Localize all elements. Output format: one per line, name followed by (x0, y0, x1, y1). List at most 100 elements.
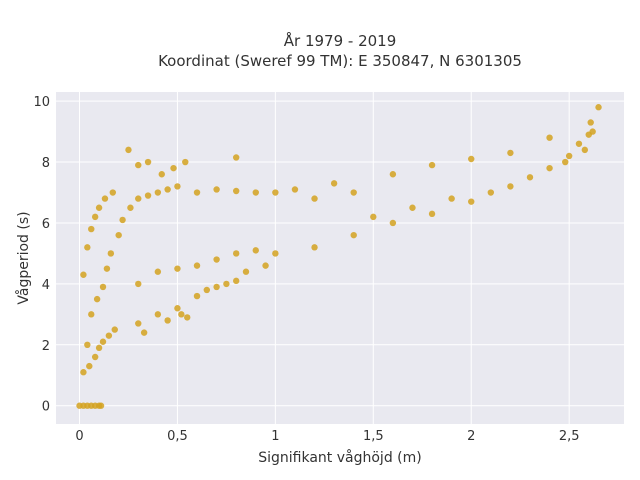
data-point (252, 247, 259, 254)
y-tick-label: 10 (33, 95, 50, 110)
data-point (93, 295, 101, 303)
chart-title-line-1: År 1979 - 2019 (284, 31, 397, 50)
data-point (154, 311, 162, 318)
data-point (575, 140, 583, 147)
data-point (115, 231, 122, 239)
data-point (562, 158, 569, 166)
data-point (154, 189, 162, 196)
chart-title-line-2: Koordinat (Sweref 99 TM): E 350847, N 63… (158, 52, 522, 70)
data-point (127, 204, 134, 211)
data-point (91, 213, 99, 221)
x-tick-label: 1,5 (363, 429, 384, 444)
data-point (587, 119, 594, 126)
data-point (232, 187, 240, 195)
data-point (311, 244, 318, 251)
data-point (135, 195, 142, 202)
y-tick-label: 0 (42, 400, 50, 415)
y-axis-title: Vågperiod (s) (15, 211, 32, 304)
data-point (99, 283, 107, 291)
data-point (370, 213, 377, 221)
data-point (232, 154, 240, 161)
data-point (350, 231, 357, 239)
data-point (91, 353, 99, 361)
data-point (448, 195, 455, 202)
data-point (99, 338, 107, 345)
data-point (80, 369, 87, 376)
data-point (135, 161, 142, 169)
data-point (291, 186, 299, 193)
data-point (468, 155, 475, 163)
data-point (174, 305, 181, 312)
data-points (76, 104, 602, 409)
x-axis-ticks: 0 0,5 1 1,5 2 2,5 (75, 429, 579, 444)
data-point (589, 128, 596, 135)
data-point (272, 250, 279, 257)
data-point (389, 171, 397, 178)
data-point (546, 134, 553, 141)
data-point (135, 280, 142, 288)
data-point (80, 271, 87, 278)
x-tick-label: 2,5 (559, 429, 580, 444)
data-point (88, 225, 95, 233)
data-point (350, 189, 357, 196)
data-point (144, 158, 152, 166)
data-point (119, 216, 126, 224)
data-point (109, 189, 117, 196)
data-point (184, 314, 191, 321)
data-point (487, 189, 495, 196)
y-tick-label: 4 (42, 278, 50, 293)
x-tick-label: 2 (467, 429, 475, 444)
data-point (546, 164, 553, 172)
data-point (232, 250, 240, 257)
y-axis-ticks: 0 2 4 6 8 10 (33, 95, 50, 415)
data-point (84, 341, 91, 349)
data-point (182, 158, 189, 166)
data-point (213, 186, 220, 193)
data-point (203, 286, 211, 294)
data-point (223, 280, 230, 288)
data-point (232, 277, 240, 285)
data-point (389, 219, 397, 227)
data-point (193, 292, 201, 300)
data-point (507, 183, 514, 190)
data-point (97, 402, 105, 409)
data-point (170, 164, 177, 172)
data-point (193, 262, 201, 269)
data-point (164, 317, 171, 324)
data-point (105, 332, 113, 339)
data-point (84, 244, 91, 251)
data-point (272, 189, 279, 196)
data-point (95, 344, 103, 352)
data-point (526, 174, 534, 181)
data-point (565, 152, 573, 160)
data-point (135, 320, 142, 327)
data-point (507, 149, 514, 157)
data-point (311, 195, 318, 202)
data-point (174, 183, 181, 190)
data-point (95, 204, 103, 211)
data-point (154, 268, 162, 275)
data-point (164, 186, 171, 193)
data-point (103, 265, 111, 272)
data-point (581, 146, 589, 154)
data-point (125, 146, 132, 154)
data-point (193, 189, 201, 196)
data-point (213, 283, 220, 291)
data-point (107, 250, 115, 257)
data-point (213, 256, 220, 263)
data-point (409, 204, 416, 211)
data-point (111, 326, 118, 333)
data-point (262, 262, 269, 269)
x-tick-label: 0 (75, 429, 83, 444)
data-point (468, 198, 475, 205)
y-tick-label: 2 (42, 339, 50, 354)
data-point (595, 104, 602, 111)
data-point (178, 311, 185, 318)
data-point (86, 362, 93, 370)
data-point (252, 189, 259, 196)
y-tick-label: 8 (42, 156, 50, 171)
data-point (140, 329, 148, 336)
y-tick-label: 6 (42, 217, 50, 232)
x-tick-label: 1 (271, 429, 279, 444)
